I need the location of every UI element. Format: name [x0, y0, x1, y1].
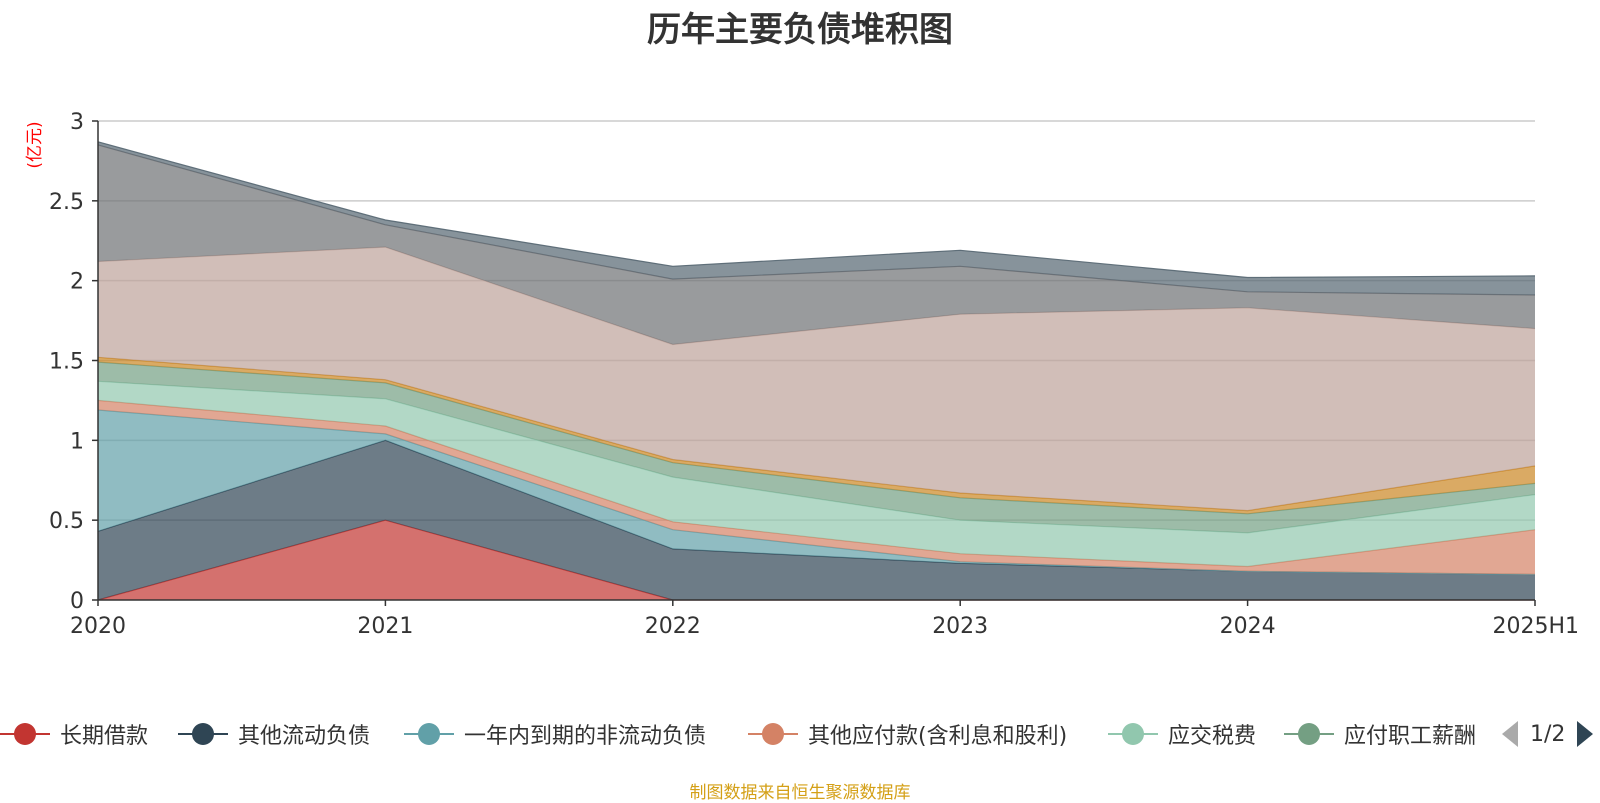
- series-6-area[interactable]: [98, 357, 1535, 514]
- x-tick-label: 2021: [357, 614, 413, 639]
- legend-next-page-icon[interactable]: [1575, 719, 1595, 749]
- legend-item[interactable]: 其他应付款(含利息和股利): [748, 716, 1067, 752]
- legend-marker-icon: [0, 723, 50, 745]
- legend-label: 应付职工薪酬: [1344, 724, 1476, 749]
- legend-marker-icon: [178, 723, 228, 745]
- series-2-area[interactable]: [98, 410, 1535, 575]
- y-tick-label: 3: [70, 110, 84, 135]
- series-5-area[interactable]: [98, 362, 1535, 533]
- y-tick-label: 0.5: [49, 509, 84, 534]
- y-tick-label: 2.5: [49, 190, 84, 215]
- series-4-area[interactable]: [98, 381, 1535, 567]
- legend-prev-page-icon[interactable]: [1500, 719, 1520, 749]
- y-tick-label: 2: [70, 270, 84, 295]
- series-7-area[interactable]: [98, 247, 1535, 511]
- series-8-line: [97, 144, 1536, 296]
- chart-title: 历年主要负债堆积图: [647, 10, 953, 50]
- source-note: 制图数据来自恒生聚源数据库: [689, 783, 911, 803]
- legend-marker-icon: [1284, 723, 1334, 745]
- legend-item[interactable]: 应付职工薪酬: [1284, 716, 1476, 752]
- series-9-line: [97, 141, 1536, 279]
- legend-label: 其他流动负债: [238, 724, 371, 749]
- legend: 长期借款 其他流动负债 一年内到期的非流动负债 其他应付款(含利息和股利) 应交税费 应付…: [0, 716, 1600, 752]
- x-tick-label: 2024: [1220, 614, 1276, 639]
- x-tick-label: 2025H1: [1492, 614, 1579, 639]
- area-series: [97, 141, 1536, 601]
- legend-item[interactable]: 其他流动负债: [178, 716, 370, 752]
- series-8-area[interactable]: [98, 144, 1535, 345]
- y-tick-label: 1.5: [49, 350, 84, 375]
- series-3-area[interactable]: [98, 400, 1535, 575]
- legend-pager: 1/2: [1500, 716, 1595, 752]
- series-9-area[interactable]: [98, 141, 1535, 295]
- legend-item[interactable]: 一年内到期的非流动负债: [404, 716, 706, 752]
- series-1-area[interactable]: [98, 440, 1535, 600]
- legend-label: 长期借款: [60, 724, 149, 749]
- y-tick-label: 1: [70, 429, 84, 454]
- legend-item[interactable]: 长期借款: [0, 716, 148, 752]
- legend-label: 应交税费: [1168, 724, 1257, 749]
- legend-marker-icon: [1108, 723, 1158, 745]
- legend-label: 其他应付款(含利息和股利): [808, 724, 1068, 749]
- y-tick-label: 0: [70, 589, 84, 614]
- axes: 0 0.5 1 1.5 2 2.5 3 2020 2021 2022 2023 2024 2025H1: [49, 110, 1579, 639]
- x-tick-label: 2022: [645, 614, 701, 639]
- legend-marker-icon: [748, 723, 798, 745]
- legend-page-indicator: 1/2: [1530, 721, 1566, 747]
- legend-marker-icon: [404, 723, 454, 745]
- x-tick-label: 2023: [932, 614, 988, 639]
- x-tick-label: 2020: [70, 614, 126, 639]
- legend-label: 一年内到期的非流动负债: [464, 724, 707, 749]
- y-axis-unit-label: (亿元): [25, 121, 45, 168]
- legend-item[interactable]: 应交税费: [1108, 716, 1256, 752]
